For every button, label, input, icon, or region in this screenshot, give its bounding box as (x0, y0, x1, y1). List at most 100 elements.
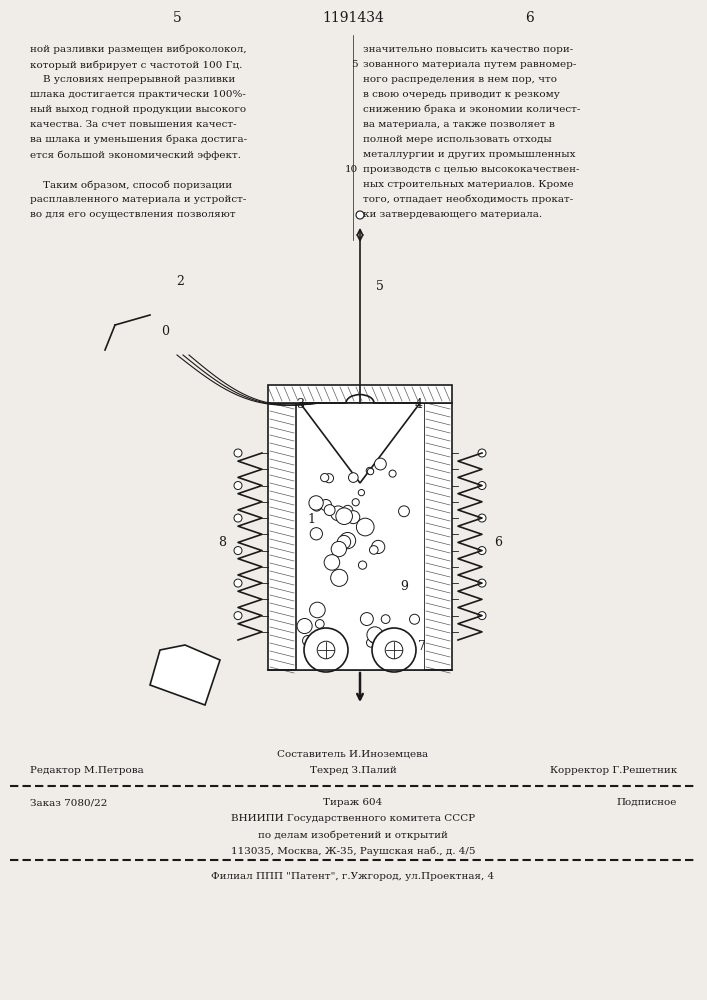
Text: производств с целью высококачествен-: производств с целью высококачествен- (363, 165, 580, 174)
Text: Составитель И.Иноземцева: Составитель И.Иноземцева (277, 750, 428, 759)
Circle shape (303, 635, 313, 646)
Circle shape (381, 615, 390, 623)
Circle shape (337, 535, 351, 549)
Text: 7: 7 (418, 640, 426, 653)
Text: значительно повысить качество пори-: значительно повысить качество пори- (363, 45, 573, 54)
Circle shape (339, 532, 356, 549)
Circle shape (234, 482, 242, 490)
Circle shape (478, 579, 486, 587)
Text: 2: 2 (176, 275, 184, 288)
Circle shape (366, 638, 375, 647)
Bar (268, 403, 296, 670)
Circle shape (367, 627, 383, 643)
Circle shape (385, 641, 403, 659)
Text: в свою очередь приводит к резкому: в свою очередь приводит к резкому (363, 90, 560, 99)
Bar (296, 403, 424, 670)
Text: Техред З.Палий: Техред З.Палий (310, 766, 397, 775)
Circle shape (478, 449, 486, 457)
Circle shape (336, 508, 353, 525)
Circle shape (409, 614, 419, 624)
Circle shape (234, 449, 242, 457)
Circle shape (399, 506, 409, 517)
Circle shape (312, 502, 322, 511)
Circle shape (304, 628, 348, 672)
Circle shape (310, 602, 325, 618)
Circle shape (375, 458, 386, 470)
Circle shape (342, 505, 353, 516)
Text: ва шлака и уменьшения брака достига-: ва шлака и уменьшения брака достига- (30, 135, 247, 144)
Circle shape (314, 636, 330, 652)
Circle shape (352, 499, 359, 506)
Circle shape (310, 528, 322, 540)
Circle shape (349, 473, 358, 482)
Bar (424, 403, 452, 670)
Circle shape (331, 506, 346, 521)
Text: ки затвердевающего материала.: ки затвердевающего материала. (363, 210, 542, 219)
Text: снижению брака и экономии количест-: снижению брака и экономии количест- (363, 105, 580, 114)
Text: ного распределения в нем пор, что: ного распределения в нем пор, что (363, 75, 557, 84)
Text: ВНИИПИ Государственного комитета СССР: ВНИИПИ Государственного комитета СССР (231, 814, 475, 823)
Text: 6: 6 (494, 536, 502, 550)
Text: металлургии и других промышленных: металлургии и других промышленных (363, 150, 575, 159)
Circle shape (382, 637, 399, 654)
Text: который вибрирует с частотой 100 Гц.: который вибрирует с частотой 100 Гц. (30, 60, 243, 70)
Circle shape (478, 612, 486, 620)
Circle shape (234, 547, 242, 555)
Text: Таким образом, способ поризации: Таким образом, способ поризации (30, 180, 232, 190)
Text: 10: 10 (345, 165, 358, 174)
Text: Тираж 604: Тираж 604 (323, 798, 382, 807)
Circle shape (320, 474, 329, 482)
Circle shape (356, 518, 374, 536)
Circle shape (389, 633, 400, 644)
Circle shape (358, 489, 365, 496)
Circle shape (324, 555, 339, 570)
Text: полной мере использовать отходы: полной мере использовать отходы (363, 135, 551, 144)
Circle shape (478, 482, 486, 490)
Circle shape (372, 540, 385, 554)
Text: В условиях непрерывной разливки: В условиях непрерывной разливки (30, 75, 235, 84)
Text: 5: 5 (351, 60, 358, 69)
Text: Заказ 7080/22: Заказ 7080/22 (30, 798, 107, 807)
Polygon shape (150, 645, 220, 705)
Circle shape (331, 569, 348, 586)
Circle shape (309, 496, 323, 510)
Circle shape (234, 612, 242, 620)
Text: 113035, Москва, Ж-35, Раушская наб., д. 4/5: 113035, Москва, Ж-35, Раушская наб., д. … (230, 846, 475, 856)
Text: качества. За счет повышения качест-: качества. За счет повышения качест- (30, 120, 237, 129)
Circle shape (234, 514, 242, 522)
Circle shape (372, 628, 416, 672)
Text: Филиал ППП "Патент", г.Ужгород, ул.Проектная, 4: Филиал ППП "Патент", г.Ужгород, ул.Проек… (211, 872, 495, 881)
Text: 6: 6 (525, 11, 534, 25)
Polygon shape (300, 403, 420, 483)
Text: 8: 8 (218, 536, 226, 550)
Circle shape (369, 631, 382, 644)
Text: ва материала, а также позволяет в: ва материала, а также позволяет в (363, 120, 555, 129)
Circle shape (366, 467, 373, 474)
Circle shape (358, 561, 367, 569)
Circle shape (315, 620, 324, 628)
Text: ных строительных материалов. Кроме: ных строительных материалов. Кроме (363, 180, 573, 189)
Circle shape (347, 511, 360, 524)
Text: того, отпадает необходимость прокат-: того, отпадает необходимость прокат- (363, 195, 573, 205)
Text: во для его осуществления позволяют: во для его осуществления позволяют (30, 210, 235, 219)
Text: Корректор Г.Решетник: Корректор Г.Решетник (550, 766, 677, 775)
Text: 5: 5 (376, 280, 384, 293)
Circle shape (478, 547, 486, 555)
Circle shape (478, 514, 486, 522)
Text: 0: 0 (161, 325, 169, 338)
Text: ется большой экономический эффект.: ется большой экономический эффект. (30, 150, 241, 159)
Text: расплавленного материала и устройст-: расплавленного материала и устройст- (30, 195, 246, 204)
Text: ной разливки размещен виброколокол,: ной разливки размещен виброколокол, (30, 45, 247, 54)
Text: по делам изобретений и открытий: по делам изобретений и открытий (258, 830, 448, 840)
Circle shape (356, 211, 364, 219)
Text: ный выход годной продукции высокого: ный выход годной продукции высокого (30, 105, 246, 114)
Text: 3: 3 (297, 398, 305, 411)
Circle shape (361, 613, 373, 626)
Circle shape (234, 579, 242, 587)
Text: 1: 1 (307, 513, 315, 526)
Circle shape (331, 541, 346, 557)
Bar (268, 385, 452, 403)
Text: 4: 4 (415, 398, 423, 411)
Text: Редактор М.Петрова: Редактор М.Петрова (30, 766, 144, 775)
Text: 1191434: 1191434 (322, 11, 384, 25)
